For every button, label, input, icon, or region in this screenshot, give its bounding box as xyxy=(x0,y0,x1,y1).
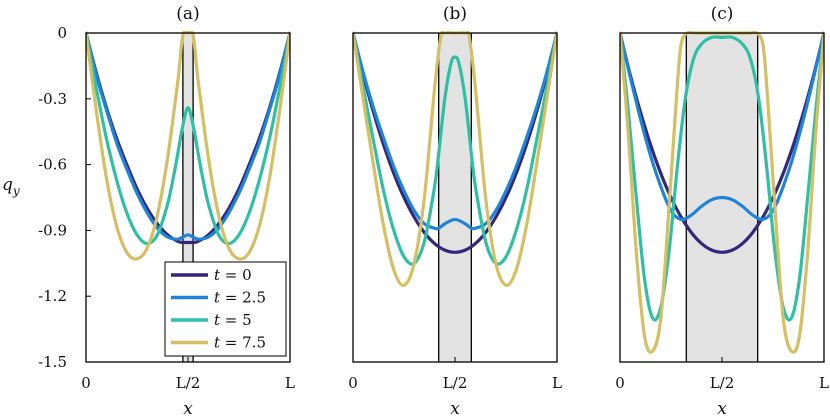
panel-title: (b) xyxy=(443,4,467,24)
y-tick-label: 0 xyxy=(57,24,67,42)
series-line xyxy=(353,31,557,231)
panel-c: (c) 0 L/2 Lx xyxy=(615,4,829,419)
y-tick-label: -1.5 xyxy=(38,353,67,371)
y-axis-label: qy xyxy=(2,175,20,198)
y-tick-label: -1.2 xyxy=(38,287,67,305)
x-tick-label: 0 xyxy=(615,374,625,392)
x-tick-label: 0 xyxy=(81,374,91,392)
shaded-region xyxy=(438,33,472,362)
x-axis-label: x xyxy=(450,399,460,419)
y-axis: 0 -0.3 -0.6 -0.9 -1.2 -1.5 xyxy=(38,24,91,371)
series-line xyxy=(86,31,290,241)
x-tick-label: 0 xyxy=(348,374,358,392)
y-tick-label: -0.3 xyxy=(38,90,67,108)
x-tick-label: L xyxy=(285,374,295,392)
series-line xyxy=(86,31,290,246)
series-line xyxy=(620,31,824,322)
series-line xyxy=(620,31,824,254)
x-tick-label: L xyxy=(819,374,829,392)
legend-label: t = 7.5 xyxy=(214,334,266,352)
series-line xyxy=(620,31,824,222)
x-axis-label: x xyxy=(183,399,193,419)
series-line xyxy=(86,31,290,245)
y-tick-label: -0.6 xyxy=(38,156,67,174)
x-tick-label: L/2 xyxy=(710,374,735,392)
series-line xyxy=(353,31,557,254)
x-tick-label: L/2 xyxy=(443,374,468,392)
legend-label: t = 0 xyxy=(214,266,252,284)
series-line xyxy=(353,31,557,266)
y-tick-label: -0.9 xyxy=(38,221,67,239)
panel-title: (a) xyxy=(176,4,199,24)
legend-label: t = 5 xyxy=(214,311,252,329)
x-tick-label: L/2 xyxy=(176,374,201,392)
legend-label: t = 2.5 xyxy=(214,289,266,307)
panel-b: (b) 0 L/2 Lx xyxy=(348,4,562,419)
legend: t = 0 t = 2.5 t = 5 t = 7.5 xyxy=(164,261,287,357)
legend-box xyxy=(164,261,287,357)
panel-title: (c) xyxy=(711,4,734,24)
shaded-region xyxy=(182,33,194,362)
x-tick-label: L xyxy=(552,374,562,392)
panel-a: (a) 0 L/2 Lx xyxy=(81,4,295,419)
x-axis-label: x xyxy=(717,399,727,419)
panels: (a) 0 L/2 Lx (b) 0 L/2 Lx (c) 0 L/2 Lx xyxy=(81,4,829,419)
